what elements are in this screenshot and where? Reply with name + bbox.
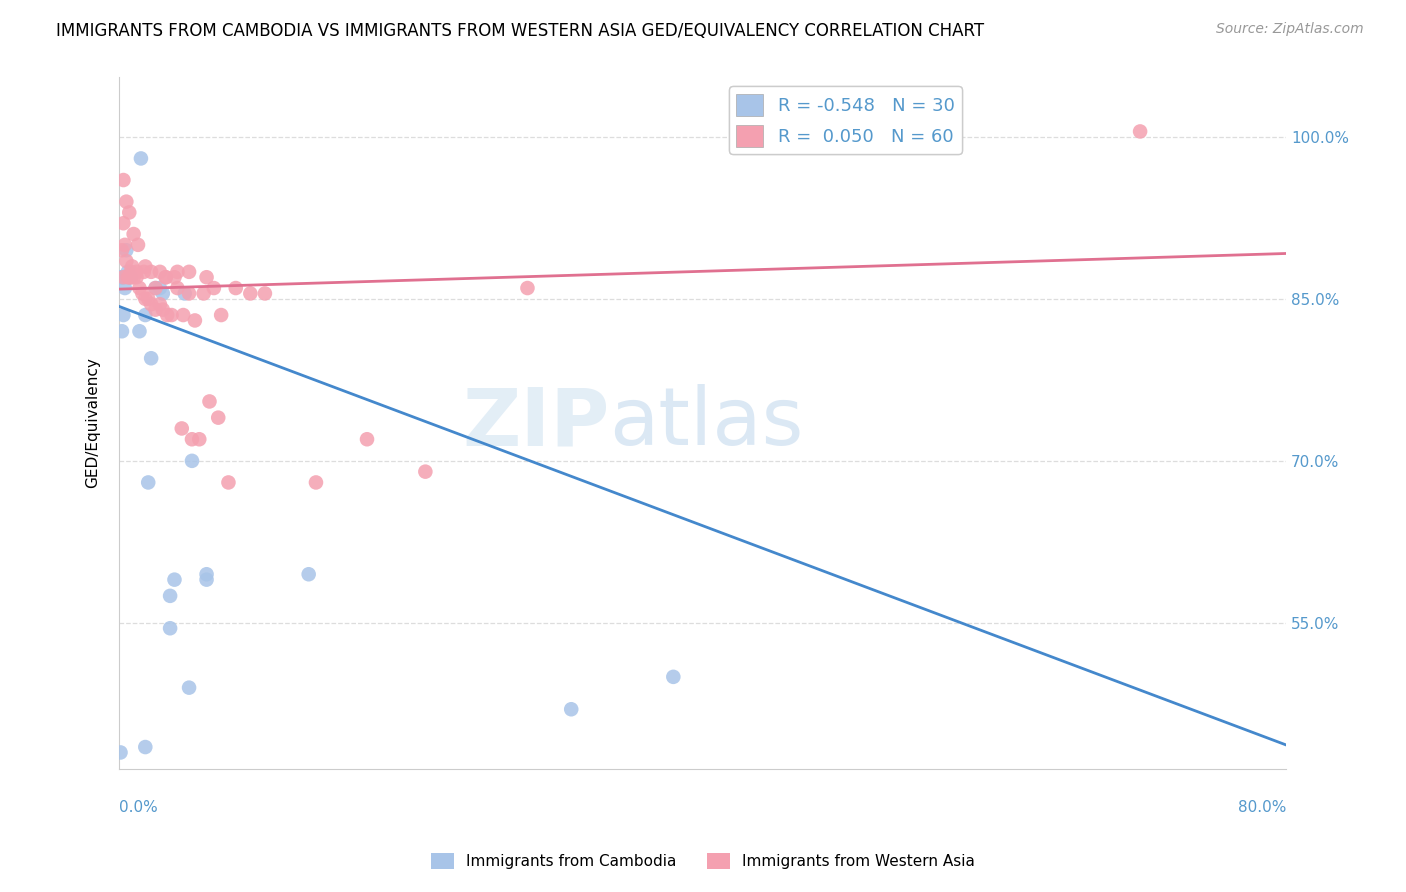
Point: [149, 281, 172, 295]
Point: [110, 270, 132, 285]
Point: [145, 302, 167, 317]
Point: [139, 297, 162, 311]
Point: [305, 475, 328, 490]
Text: 0.0%: 0.0%: [120, 800, 157, 814]
Point: [149, 265, 172, 279]
Point: [145, 281, 167, 295]
Point: [195, 270, 218, 285]
Point: [177, 265, 200, 279]
Point: [184, 313, 207, 327]
Point: [172, 308, 194, 322]
Point: [166, 281, 188, 295]
Legend: Immigrants from Cambodia, Immigrants from Western Asia: Immigrants from Cambodia, Immigrants fro…: [425, 847, 981, 875]
Point: [125, 265, 148, 279]
Point: [155, 270, 177, 285]
Point: [131, 286, 153, 301]
Text: IMMIGRANTS FROM CAMBODIA VS IMMIGRANTS FROM WESTERN ASIA GED/EQUIVALENCY CORRELA: IMMIGRANTS FROM CAMBODIA VS IMMIGRANTS F…: [56, 22, 984, 40]
Point: [166, 265, 188, 279]
Point: [129, 152, 152, 166]
Point: [177, 286, 200, 301]
Point: [122, 227, 145, 241]
Point: [152, 286, 174, 301]
Point: [155, 270, 177, 285]
Point: [160, 308, 183, 322]
Point: [134, 308, 156, 322]
Point: [415, 465, 437, 479]
Point: [127, 237, 149, 252]
Point: [139, 265, 162, 279]
Point: [170, 421, 193, 435]
Point: [195, 573, 218, 587]
Point: [202, 281, 225, 295]
Point: [111, 244, 134, 258]
Point: [114, 281, 136, 295]
Point: [198, 394, 221, 409]
Text: ZIP: ZIP: [463, 384, 609, 462]
Point: [122, 270, 145, 285]
Point: [193, 286, 215, 301]
Point: [225, 281, 247, 295]
Point: [217, 475, 239, 490]
Point: [128, 281, 150, 295]
Point: [134, 292, 156, 306]
Point: [177, 681, 200, 695]
Point: [118, 205, 141, 219]
Point: [120, 270, 142, 285]
Point: [356, 432, 378, 446]
Point: [139, 351, 162, 366]
Point: [114, 237, 136, 252]
Point: [207, 410, 229, 425]
Point: [136, 475, 159, 490]
Point: [118, 270, 141, 285]
Text: Source: ZipAtlas.com: Source: ZipAtlas.com: [1216, 22, 1364, 37]
Point: [110, 746, 132, 760]
Legend: R = -0.548   N = 30, R =  0.050   N = 60: R = -0.548 N = 30, R = 0.050 N = 60: [730, 87, 962, 154]
Point: [134, 740, 156, 755]
Y-axis label: GED/Equivalency: GED/Equivalency: [86, 358, 100, 489]
Point: [662, 670, 685, 684]
Point: [152, 302, 174, 317]
Point: [163, 270, 186, 285]
Point: [120, 265, 142, 279]
Point: [115, 194, 138, 209]
Point: [111, 270, 134, 285]
Point: [145, 281, 167, 295]
Point: [125, 270, 148, 285]
Point: [195, 567, 218, 582]
Point: [115, 244, 138, 258]
Point: [298, 567, 321, 582]
Point: [159, 589, 181, 603]
Point: [516, 281, 538, 295]
Text: 80.0%: 80.0%: [1237, 800, 1286, 814]
Point: [134, 260, 156, 274]
Point: [149, 297, 172, 311]
Point: [112, 270, 135, 285]
Point: [239, 286, 262, 301]
Point: [181, 432, 204, 446]
Point: [209, 308, 232, 322]
Point: [181, 454, 204, 468]
Point: [1129, 124, 1152, 138]
Point: [163, 573, 186, 587]
Point: [188, 432, 211, 446]
Point: [156, 308, 179, 322]
Point: [128, 324, 150, 338]
Point: [136, 292, 159, 306]
Text: atlas: atlas: [609, 384, 803, 462]
Point: [111, 324, 134, 338]
Point: [117, 265, 139, 279]
Point: [112, 216, 135, 230]
Point: [132, 265, 155, 279]
Point: [159, 621, 181, 635]
Point: [112, 173, 135, 187]
Point: [253, 286, 276, 301]
Point: [112, 308, 135, 322]
Point: [117, 270, 139, 285]
Point: [173, 286, 195, 301]
Point: [112, 270, 135, 285]
Point: [115, 254, 138, 268]
Point: [121, 260, 143, 274]
Point: [560, 702, 582, 716]
Point: [120, 270, 142, 285]
